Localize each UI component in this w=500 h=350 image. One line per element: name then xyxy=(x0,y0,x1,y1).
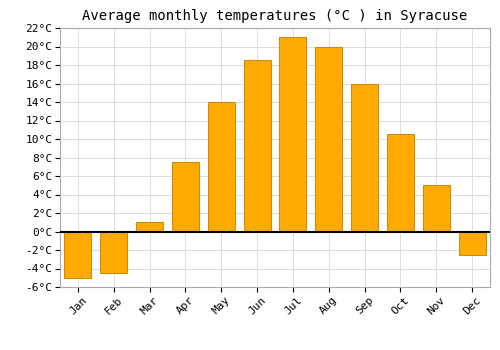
Bar xyxy=(172,162,199,231)
Bar xyxy=(64,231,92,278)
Bar xyxy=(316,47,342,231)
Bar xyxy=(387,134,414,231)
Bar xyxy=(423,185,450,231)
Bar xyxy=(136,222,163,231)
Bar xyxy=(208,102,234,231)
Bar xyxy=(100,231,127,273)
Bar xyxy=(458,231,485,255)
Bar xyxy=(244,60,270,231)
Bar xyxy=(351,84,378,231)
Bar xyxy=(280,37,306,231)
Title: Average monthly temperatures (°C ) in Syracuse: Average monthly temperatures (°C ) in Sy… xyxy=(82,9,468,23)
